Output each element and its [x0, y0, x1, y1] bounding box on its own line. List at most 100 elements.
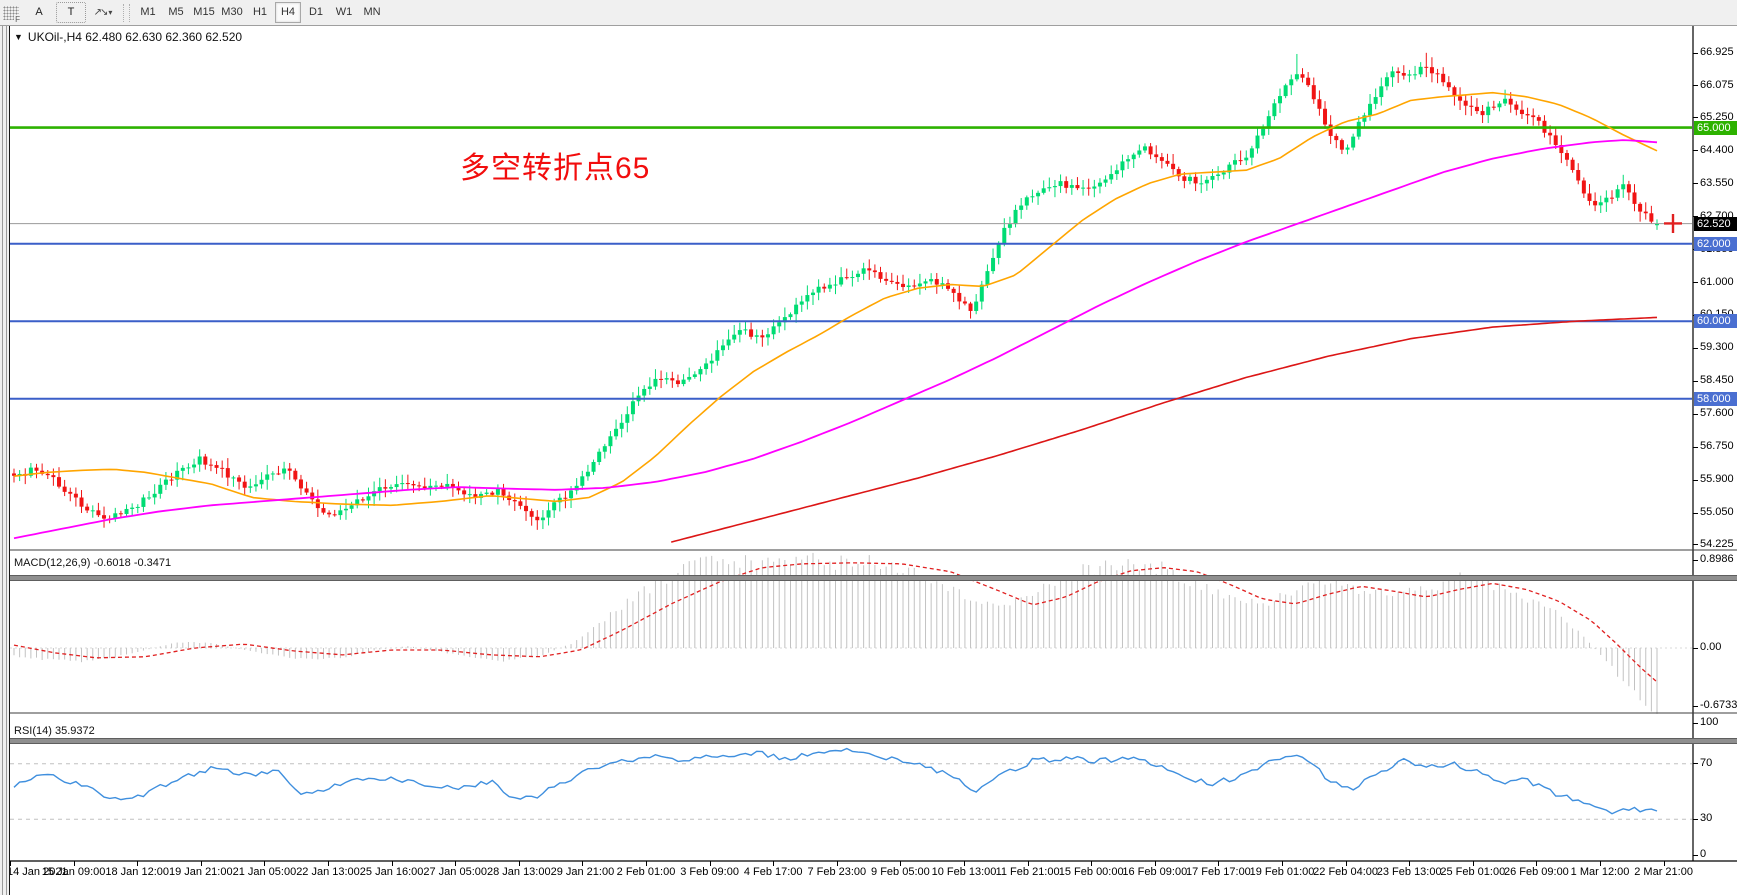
axis-tick: [1693, 117, 1698, 119]
axis-tick: [1693, 85, 1698, 87]
panel-splitter-rsi[interactable]: [0, 738, 1737, 744]
rsi-scale-label: 0: [1700, 848, 1707, 860]
time-axis-tick: [1409, 861, 1411, 866]
arrow-objects-button[interactable]: ↗↘ ▾: [88, 2, 118, 23]
price-annotation-text: 多空转折点65: [460, 152, 651, 185]
axis-tick: [1693, 647, 1698, 649]
price-tick-label: 58.450: [1700, 374, 1734, 387]
price-tick-label: 54.225: [1700, 537, 1734, 550]
toolbar-drag-handle-icon[interactable]: F: [3, 5, 20, 24]
macd-scale-label: -0.6733: [1700, 699, 1737, 711]
toolbar-separator: [123, 3, 130, 22]
time-axis-tick: [264, 861, 266, 866]
price-tag-62.000: 62.000: [1694, 236, 1737, 251]
time-axis-tick: [1600, 861, 1601, 866]
macd-indicator-label: MACD(12,26,9) -0.6018 -0.3471: [14, 557, 172, 569]
ma-fast-orange-line: [13, 91, 1658, 507]
panel-splitter-macd[interactable]: [0, 575, 1737, 581]
time-axis-tick: [1027, 861, 1029, 866]
ma-slow-red-line: [670, 316, 1658, 543]
time-axis-label: 28 Jan 13:00: [486, 866, 551, 878]
top-toolbar: F A T ↗↘ ▾ M1 M5 M15 M30 H1 H4 D1 W1 MN: [0, 0, 1737, 26]
time-axis-tick: [455, 861, 457, 866]
price-tag-65.000: 65.000: [1694, 120, 1737, 135]
text-annotation-tool-button[interactable]: A: [35, 6, 43, 18]
timeframe-button-m15[interactable]: M15: [193, 6, 215, 18]
time-axis-label: 15 Feb 00:00: [1058, 866, 1124, 878]
time-axis-tick: [964, 861, 965, 866]
time-axis-tick: [1154, 861, 1156, 866]
time-axis-tick: [836, 861, 838, 866]
time-axis-tick: [1536, 861, 1538, 866]
timeframe-button-m30[interactable]: M30: [221, 6, 243, 18]
axis-tick: [1693, 512, 1698, 514]
price-tick-label: 59.300: [1700, 341, 1734, 354]
price-tag-60.000: 60.000: [1694, 314, 1737, 329]
time-axis-label: 4 Feb 17:00: [743, 866, 803, 878]
price-tick-label: 61.000: [1700, 275, 1734, 288]
timeframe-button-m1[interactable]: M1: [140, 6, 156, 18]
rsi-panel-layer: [10, 747, 1692, 820]
timeframe-button-w1[interactable]: W1: [335, 6, 353, 18]
price-tick-label: 55.050: [1700, 506, 1734, 519]
time-axis-label: 3 Feb 09:00: [680, 866, 739, 878]
time-axis-label: 15 Jan 09:00: [41, 866, 106, 878]
rsi-line: [13, 747, 1658, 815]
price-tag-58.000: 58.000: [1694, 391, 1737, 406]
chart-title: ▼ UKOil-,H4 62.480 62.630 62.360 62.520: [14, 30, 242, 44]
chart-canvas[interactable]: ▼ UKOil-,H4 62.480 62.630 62.360 62.520 多…: [0, 25, 1737, 895]
time-axis-label: 16 Feb 09:00: [1122, 866, 1188, 878]
timeframe-button-mn[interactable]: MN: [363, 6, 381, 18]
axis-tick: [1693, 763, 1698, 765]
timeframe-button-d1[interactable]: D1: [308, 6, 324, 18]
time-axis-tick: [773, 861, 775, 866]
time-axis-tick: [1663, 861, 1665, 866]
axis-tick: [1693, 544, 1698, 546]
time-axis-tick: [328, 861, 329, 866]
time-axis-label: 2 Mar 21:00: [1634, 866, 1693, 878]
time-axis-tick: [582, 861, 584, 866]
axis-tick: [1693, 722, 1698, 724]
time-axis-tick: [709, 861, 711, 866]
left-window-edge: [0, 25, 10, 895]
axis-tick: [1693, 282, 1698, 284]
rsi-scale-label: 70: [1700, 756, 1713, 769]
time-axis-tick: [518, 861, 520, 866]
time-axis-label: 19 Jan 21:00: [168, 866, 233, 878]
candles-layer: [12, 52, 1659, 530]
time-axis-tick: [646, 861, 647, 866]
time-axis-label: 10 Feb 13:00: [931, 866, 997, 878]
time-axis-label: 11 Feb 21:00: [995, 866, 1060, 878]
time-axis-tick: [1472, 861, 1474, 866]
timeframe-button-h4[interactable]: H4: [275, 2, 301, 23]
text-box-tool-button[interactable]: T: [56, 2, 86, 23]
time-axis-tick: [1345, 861, 1347, 866]
macd-scale-label: 0.00: [1700, 641, 1722, 653]
price-tick-label: 56.750: [1700, 440, 1734, 453]
price-tick-label: 57.600: [1700, 407, 1734, 420]
rsi-scale-label: 100: [1700, 716, 1719, 728]
time-axis-label: 2 Feb 01:00: [616, 866, 676, 878]
timeframe-button-m5[interactable]: M5: [168, 6, 184, 18]
time-axis-tick: [137, 861, 139, 866]
time-axis-label: 14 Jan 2021: [7, 866, 68, 878]
time-axis-label: 17 Feb 17:00: [1185, 866, 1251, 878]
chart-svg[interactable]: [0, 25, 1737, 895]
time-axis-tick: [10, 861, 11, 866]
time-axis-tick: [391, 861, 393, 866]
time-axis-label: 22 Feb 04:00: [1313, 866, 1379, 878]
price-tick-label: 65.250: [1700, 110, 1734, 123]
time-axis-tick: [1282, 861, 1283, 866]
symbol-ohlc-text: UKOil-,H4 62.480 62.630 62.360 62.520: [27, 30, 243, 44]
price-tick-label: 64.400: [1700, 143, 1734, 156]
rsi-scale-label: 30: [1700, 812, 1713, 825]
time-axis-label: 25 Jan 16:00: [359, 866, 424, 878]
time-axis-label: 9 Feb 05:00: [871, 866, 930, 878]
time-axis-label: 23 Feb 13:00: [1376, 866, 1442, 878]
axis-tick: [1693, 705, 1698, 707]
axis-tick: [1693, 818, 1698, 820]
axis-tick: [1693, 347, 1698, 349]
time-axis-label: 27 Jan 05:00: [423, 866, 487, 878]
timeframe-button-h1[interactable]: H1: [252, 6, 268, 18]
chart-dropdown-icon[interactable]: ▼: [14, 32, 23, 42]
